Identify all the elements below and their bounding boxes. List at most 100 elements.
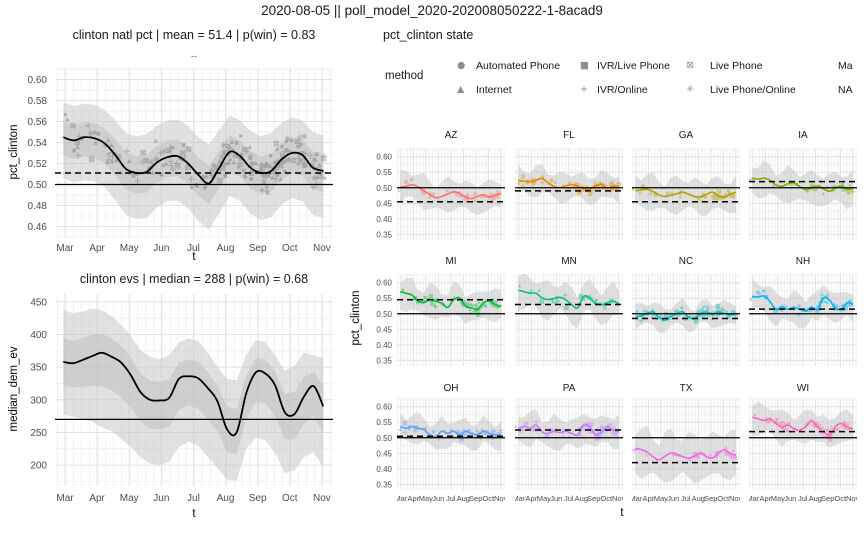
svg-text:Sep: Sep	[821, 494, 834, 503]
facet-strip-ia: IA	[798, 130, 808, 141]
svg-text:0.40: 0.40	[376, 465, 392, 474]
svg-text:Sep: Sep	[249, 243, 267, 254]
facet-chart-wi	[749, 398, 857, 490]
svg-text:May: May	[654, 494, 668, 503]
svg-text:Aug: Aug	[692, 494, 705, 503]
svg-text:0.35: 0.35	[376, 480, 392, 489]
facet-strip-fl: FL	[563, 130, 575, 141]
facet-chart-nc	[632, 274, 740, 366]
svg-text:Sep: Sep	[249, 493, 267, 504]
facets-x-axis-label: t	[620, 507, 624, 519]
svg-text:Jun: Jun	[784, 494, 796, 503]
svg-text:0.58: 0.58	[28, 96, 48, 107]
svg-text:0.50: 0.50	[376, 434, 392, 443]
facet-chart-ia	[749, 148, 857, 240]
national-pct-chart: 0.46 0.48 0.50 0.52 0.54 0.56 0.58 0.60 Mar Apr Ma…	[28, 68, 333, 254]
svg-text:May: May	[120, 493, 139, 504]
facet-strip-az: AZ	[444, 130, 458, 141]
svg-text:May: May	[771, 494, 785, 503]
svg-text:Aug: Aug	[575, 494, 588, 503]
svg-text:Jun: Jun	[153, 243, 169, 254]
svg-text:Mar: Mar	[397, 494, 408, 503]
svg-text:May: May	[537, 494, 551, 503]
svg-text:May: May	[120, 243, 139, 254]
svg-text:Nov: Nov	[612, 494, 623, 503]
svg-text:Apr: Apr	[408, 494, 420, 503]
svg-text:0.60: 0.60	[28, 75, 48, 86]
svg-text:0.55: 0.55	[376, 418, 392, 427]
svg-text:0.46: 0.46	[28, 222, 48, 233]
legend-title: method	[385, 70, 424, 82]
legend-label-mail-truncated: Ma	[838, 60, 853, 72]
svg-text:Apr: Apr	[89, 493, 105, 504]
legend-label-ivr-live-phone: IVR/Live Phone	[597, 60, 670, 72]
facet-chart-oh	[397, 398, 505, 490]
ev-chart-title: clinton evs | median = 288 | p(win) = 0.…	[79, 272, 309, 286]
legend-label-automated-phone: Automated Phone	[476, 60, 561, 72]
national-x-axis-label: t	[192, 251, 196, 263]
svg-text:0.54: 0.54	[28, 138, 48, 149]
legend-label-internet: Internet	[476, 84, 512, 96]
svg-text:Jul: Jul	[187, 243, 200, 254]
national-y-axis-label: pct_clinton	[8, 124, 20, 180]
svg-text:Oct: Oct	[834, 494, 847, 503]
svg-text:350: 350	[30, 363, 47, 374]
ev-y-axis-label: median_dem_ev	[8, 346, 20, 432]
svg-text:Aug: Aug	[217, 493, 235, 504]
facet-strip-nh: NH	[795, 256, 811, 267]
svg-text:Aug: Aug	[217, 243, 235, 254]
svg-text:0.50: 0.50	[376, 184, 392, 193]
legend-glyph-internet: ▲	[457, 84, 465, 95]
facet-chart-ga	[632, 148, 740, 240]
svg-text:0.45: 0.45	[376, 199, 392, 208]
svg-text:0.50: 0.50	[376, 310, 392, 319]
svg-text:0.48: 0.48	[28, 201, 48, 212]
svg-text:Oct: Oct	[717, 494, 730, 503]
facet-strip-mi: MI	[445, 256, 457, 267]
legend-label-live-phone: Live Phone	[710, 60, 763, 72]
svg-text:Jul: Jul	[564, 494, 574, 503]
national-chart-title: clinton natl pct | mean = 51.4 | p(win) …	[72, 28, 316, 42]
svg-text:Jun: Jun	[550, 494, 562, 503]
facet-strip-nc: NC	[678, 256, 694, 267]
facet-y-ticks-row3: 0.35 0.40 0.45 0.50 0.55 0.60	[376, 403, 392, 490]
facet-chart-tx	[632, 398, 740, 490]
facet-strip-mn: MN	[561, 256, 577, 267]
svg-text:Mar: Mar	[56, 493, 74, 504]
svg-text:0.60: 0.60	[376, 403, 392, 412]
ev-x-axis-label: t	[192, 508, 196, 520]
svg-text:Aug: Aug	[457, 494, 470, 503]
national-facet-strip: --	[191, 51, 197, 61]
svg-text:Oct: Oct	[600, 494, 613, 503]
legend-label-na-truncated: NA	[838, 84, 853, 96]
svg-text:Apr: Apr	[760, 494, 772, 503]
svg-text:Apr: Apr	[526, 494, 538, 503]
svg-text:0.45: 0.45	[376, 449, 392, 458]
svg-text:Oct: Oct	[282, 243, 298, 254]
legend-glyph-ivr-live-phone: ■	[580, 60, 589, 71]
facet-y-ticks-row2: 0.35 0.40 0.45 0.50 0.55 0.60	[376, 279, 392, 366]
facet-y-ticks-row1: 0.35 0.40 0.45 0.50 0.55 0.60	[376, 153, 392, 240]
legend-glyph-ivr-online: +	[580, 84, 588, 95]
facet-chart-az	[397, 148, 505, 240]
svg-text:Aug: Aug	[809, 494, 822, 503]
legend-glyph-live-phone-online: ✳	[686, 84, 694, 95]
facet-chart-mi	[397, 274, 505, 366]
svg-text:Oct: Oct	[482, 494, 495, 503]
svg-text:0.45: 0.45	[376, 325, 392, 334]
svg-text:Apr: Apr	[89, 243, 105, 254]
states-panel-title: pct_clinton state	[383, 28, 474, 42]
svg-text:Mar: Mar	[515, 494, 526, 503]
svg-text:Jun: Jun	[153, 493, 169, 504]
svg-text:Sep: Sep	[587, 494, 600, 503]
facet-strip-tx: TX	[679, 383, 693, 394]
svg-text:Nov: Nov	[846, 494, 857, 503]
svg-text:0.35: 0.35	[376, 230, 392, 239]
svg-text:Jul: Jul	[187, 493, 200, 504]
main-title: 2020-08-05 || poll_model_2020-2020080502…	[261, 3, 603, 18]
legend-label-ivr-online: IVR/Online	[597, 84, 648, 96]
svg-text:Nov: Nov	[494, 494, 505, 503]
svg-text:400: 400	[30, 330, 47, 341]
svg-text:0.50: 0.50	[28, 180, 48, 191]
